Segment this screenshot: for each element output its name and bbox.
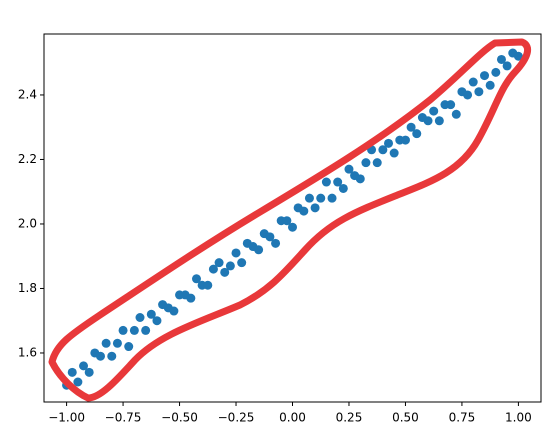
scatter-point — [412, 129, 422, 139]
scatter-point — [124, 342, 134, 352]
scatter-point — [220, 267, 230, 277]
x-tick-label: −0.25 — [218, 411, 255, 425]
scatter-point — [203, 280, 213, 290]
scatter-point — [118, 325, 128, 335]
scatter-point — [327, 193, 337, 203]
scatter-point — [513, 51, 523, 61]
scatter-point — [208, 264, 218, 274]
scatter-point — [474, 87, 484, 97]
x-tick-label: 0.25 — [336, 411, 363, 425]
scatter-point — [186, 293, 196, 303]
scatter-point — [406, 122, 416, 132]
x-tick-label: 0.00 — [279, 411, 306, 425]
scatter-point — [107, 351, 117, 361]
y-tick-label: 2.2 — [18, 152, 37, 166]
x-tick-label: −0.50 — [161, 411, 198, 425]
scatter-point — [468, 77, 478, 87]
y-tick-label: 1.6 — [18, 345, 37, 359]
scatter-point — [254, 245, 264, 255]
scatter-point — [231, 248, 241, 258]
scatter-point — [316, 193, 326, 203]
scatter-point — [73, 377, 83, 387]
scatter-point — [491, 67, 501, 77]
scatter-point — [310, 203, 320, 213]
scatter-point — [389, 148, 399, 158]
scatter-point — [480, 71, 490, 81]
scatter-point — [169, 306, 179, 316]
scatter-point — [355, 174, 365, 184]
scatter-point — [485, 80, 495, 90]
scatter-point — [321, 177, 331, 187]
y-tick-label: 2.4 — [18, 87, 37, 101]
x-tick-label: 1.00 — [505, 411, 532, 425]
scatter-point — [496, 54, 506, 64]
y-tick-label: 1.8 — [18, 281, 37, 295]
scatter-point — [429, 106, 439, 116]
scatter-point — [129, 325, 139, 335]
scatter-point — [152, 316, 162, 326]
highlight-outline — [48, 38, 532, 402]
scatter-point — [463, 90, 473, 100]
x-tick-label: 0.50 — [392, 411, 419, 425]
scatter-point — [333, 177, 343, 187]
scatter-point — [265, 232, 275, 242]
scatter-point — [372, 158, 382, 168]
scatter-point — [112, 338, 122, 348]
scatter-point — [378, 145, 388, 155]
scatter-point — [400, 135, 410, 145]
scatter-point — [191, 274, 201, 284]
scatter-point — [384, 138, 394, 148]
x-tick-label: −0.75 — [105, 411, 142, 425]
x-tick-label: 0.75 — [449, 411, 476, 425]
scatter-point — [423, 116, 433, 126]
y-tick-label: 2.0 — [18, 216, 37, 230]
scatter-point — [214, 258, 224, 268]
scatter-point — [237, 258, 247, 268]
scatter-point — [288, 222, 297, 232]
scatter-point — [451, 109, 461, 119]
scatter-point — [434, 116, 444, 126]
scatter-point — [135, 312, 145, 322]
x-tick-label: −1.00 — [48, 411, 85, 425]
scatter-point — [67, 367, 77, 377]
scatter-point — [299, 206, 309, 216]
scatter-point — [95, 351, 105, 361]
scatter-point — [79, 361, 89, 371]
scatter-point — [304, 193, 314, 203]
scatter-point — [84, 367, 94, 377]
scatter-point — [271, 238, 281, 248]
scatter-point — [338, 183, 348, 193]
scatter-point — [146, 309, 156, 319]
scatter-point — [446, 100, 456, 110]
scatter-point — [141, 325, 151, 335]
scatter-point — [502, 61, 512, 71]
scatter-point — [101, 338, 111, 348]
plot-frame — [43, 33, 542, 403]
scatter-point — [282, 216, 292, 226]
scatter-point — [225, 261, 235, 271]
scatter-point — [361, 158, 371, 168]
scatter-point — [344, 164, 354, 174]
